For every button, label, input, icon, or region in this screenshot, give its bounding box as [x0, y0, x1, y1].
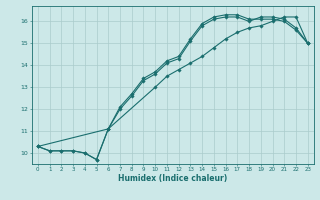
- X-axis label: Humidex (Indice chaleur): Humidex (Indice chaleur): [118, 174, 228, 183]
